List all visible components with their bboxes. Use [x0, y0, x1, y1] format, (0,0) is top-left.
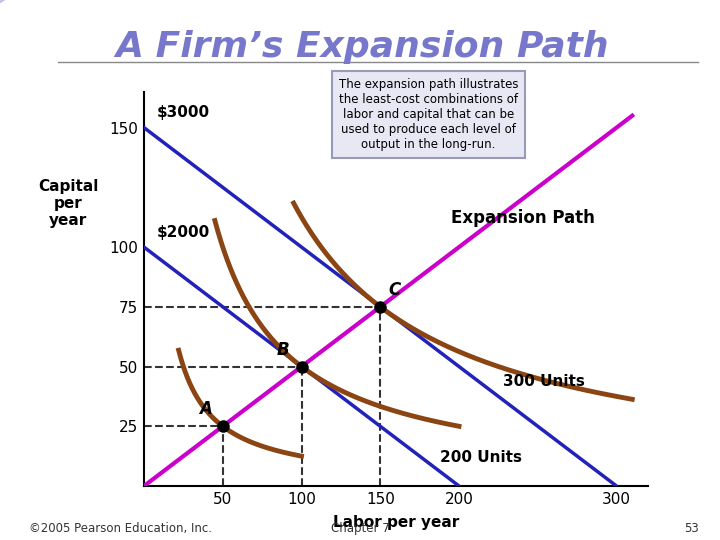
Text: A Firm’s Expansion Path: A Firm’s Expansion Path: [115, 30, 609, 64]
Text: 200 Units: 200 Units: [440, 450, 522, 465]
Text: B: B: [276, 341, 289, 359]
Text: A: A: [199, 400, 212, 418]
Text: $2000: $2000: [157, 225, 210, 240]
Text: ©2005 Pearson Education, Inc.: ©2005 Pearson Education, Inc.: [29, 522, 212, 535]
Text: $3000: $3000: [157, 105, 210, 120]
Text: C: C: [388, 281, 400, 299]
X-axis label: Labor per year: Labor per year: [333, 515, 459, 530]
Text: Chapter 7: Chapter 7: [330, 522, 390, 535]
Text: Expansion Path: Expansion Path: [451, 209, 595, 227]
Text: Capital
per
year: Capital per year: [38, 179, 99, 228]
Text: The expansion path illustrates
the least-cost combinations of
labor and capital : The expansion path illustrates the least…: [338, 78, 518, 151]
Text: 53: 53: [684, 522, 698, 535]
Text: 300 Units: 300 Units: [503, 374, 585, 389]
